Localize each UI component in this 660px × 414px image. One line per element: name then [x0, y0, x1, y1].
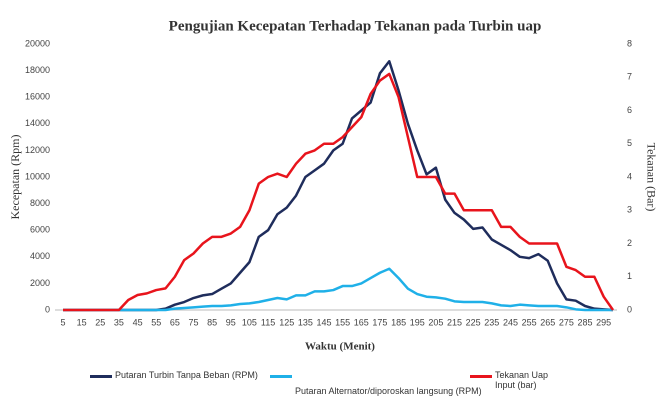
y2-tick-label: 4 [627, 171, 632, 181]
x-tick-label: 295 [596, 317, 611, 327]
x-tick-label: 35 [114, 317, 124, 327]
legend-swatch [270, 375, 292, 378]
y2-axis-label: Tekanan (Bar) [644, 143, 658, 212]
x-tick-label: 165 [354, 317, 369, 327]
x-tick-label: 15 [77, 317, 87, 327]
x-tick-label: 205 [428, 317, 443, 327]
x-tick-label: 155 [335, 317, 350, 327]
y-tick-label: 20000 [25, 38, 50, 48]
x-tick-label: 245 [503, 317, 518, 327]
y-tick-label: 16000 [25, 92, 50, 102]
y-tick-label: 4000 [30, 251, 50, 261]
x-tick-label: 285 [578, 317, 593, 327]
y2-tick-label: 1 [627, 271, 632, 281]
x-tick-label: 225 [466, 317, 481, 327]
x-tick-label: 195 [410, 317, 425, 327]
y2-tick-label: 8 [627, 38, 632, 48]
x-tick-label: 145 [317, 317, 332, 327]
x-tick-label: 255 [522, 317, 537, 327]
x-tick-label: 215 [447, 317, 462, 327]
legend-item: Putaran Alternator/diporoskan langsung (… [270, 370, 482, 396]
y-tick-label: 6000 [30, 225, 50, 235]
y2-tick-label: 0 [627, 304, 632, 314]
x-tick-label: 85 [207, 317, 217, 327]
x-tick-label: 105 [242, 317, 257, 327]
x-tick-label: 5 [60, 317, 65, 327]
y-tick-label: 12000 [25, 145, 50, 155]
legend-swatch [470, 375, 492, 378]
y-tick-label: 0 [45, 304, 50, 314]
legend-label: Putaran Turbin Tanpa Beban (RPM) [115, 370, 258, 380]
x-tick-label: 275 [559, 317, 574, 327]
x-tick-label: 185 [391, 317, 406, 327]
series-line [63, 72, 615, 312]
x-tick-label: 25 [95, 317, 105, 327]
y2-tick-label: 7 [627, 72, 632, 82]
series-line [63, 267, 613, 312]
y-tick-label: 18000 [25, 65, 50, 75]
legend-swatch [90, 375, 112, 378]
y-tick-label: 14000 [25, 118, 50, 128]
y-tick-label: 2000 [30, 278, 50, 288]
y-tick-label: 10000 [25, 171, 50, 181]
legend-label: Tekanan Uap Input (bar) [495, 370, 549, 390]
y2-tick-label: 5 [627, 138, 632, 148]
legend-item: Tekanan Uap Input (bar) [470, 370, 565, 390]
x-tick-label: 135 [298, 317, 313, 327]
x-tick-label: 65 [170, 317, 180, 327]
x-tick-label: 235 [484, 317, 499, 327]
chart-title: Pengujian Kecepatan Terhadap Tekanan pad… [169, 18, 542, 34]
x-tick-label: 75 [189, 317, 199, 327]
y2-tick-label: 3 [627, 205, 632, 215]
y-axis-label: Kecepatan (Rpm) [8, 135, 22, 220]
x-tick-label: 45 [133, 317, 143, 327]
x-tick-label: 95 [226, 317, 236, 327]
x-tick-label: 55 [151, 317, 161, 327]
y-tick-label: 8000 [30, 198, 50, 208]
y2-tick-label: 6 [627, 105, 632, 115]
x-tick-label: 125 [279, 317, 294, 327]
x-tick-label: 175 [372, 317, 387, 327]
x-tick-label: 265 [540, 317, 555, 327]
legend-item: Putaran Turbin Tanpa Beban (RPM) [90, 370, 258, 380]
x-axis-label: Waktu (Menit) [305, 341, 375, 353]
legend-label: Putaran Alternator/diporoskan langsung (… [295, 386, 482, 396]
series-line [63, 60, 614, 312]
x-tick-label: 115 [261, 317, 275, 327]
y2-tick-label: 2 [627, 238, 632, 248]
